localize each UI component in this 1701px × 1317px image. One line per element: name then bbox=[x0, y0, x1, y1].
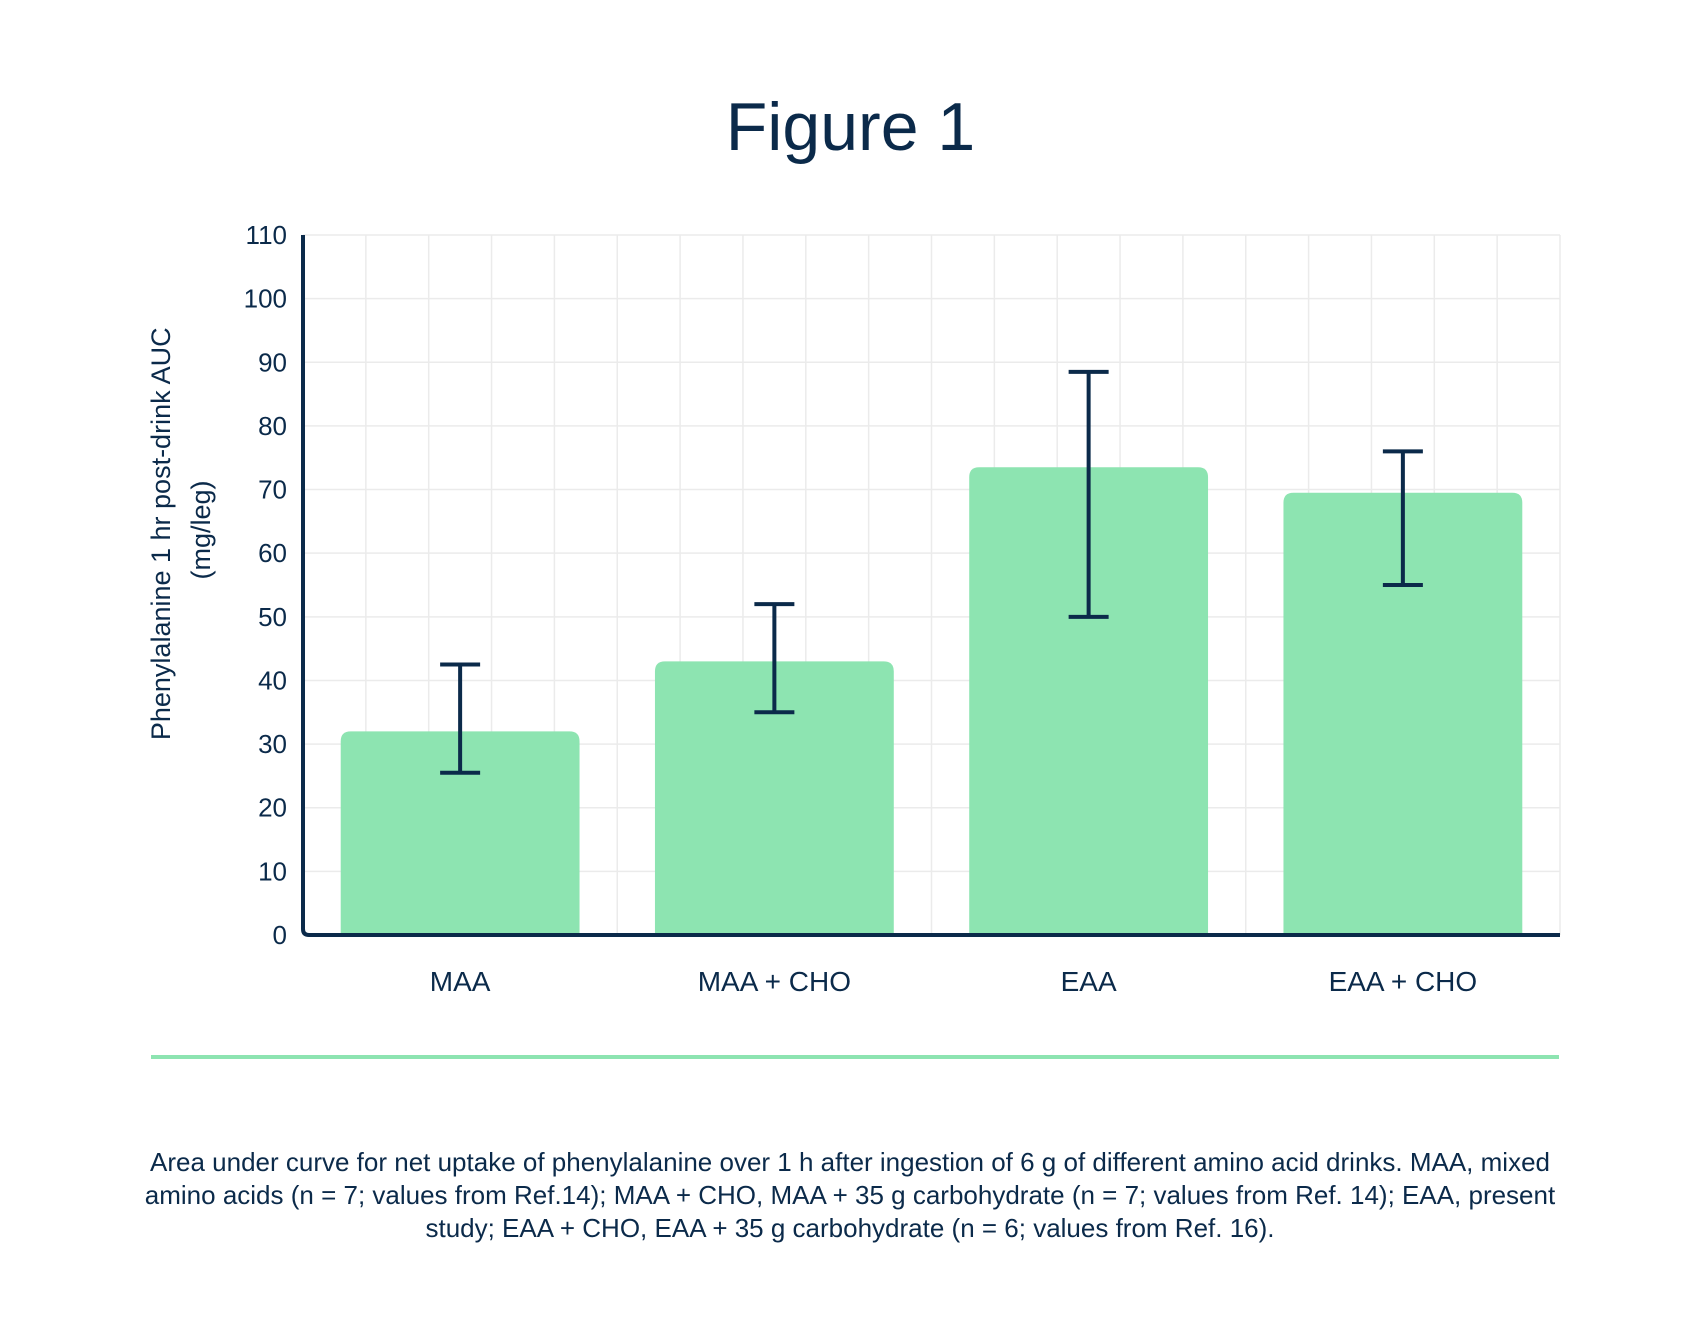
y-axis-label: Phenylalanine 1 hr post-drink AUC (mg/le… bbox=[146, 320, 216, 740]
chart-title: Figure 1 bbox=[725, 89, 976, 165]
bar-chart: MAA MAA + CHO EAA EAA + CHO 0 10 20 30 40 50 60 70 8… bbox=[146, 220, 1561, 997]
x-tick-label: EAA bbox=[1061, 966, 1117, 997]
axis-lines bbox=[301, 235, 1560, 937]
error-bar bbox=[440, 662, 481, 775]
error-bar bbox=[1068, 369, 1109, 619]
y-tick-label: 30 bbox=[258, 729, 287, 759]
x-tick-label: EAA + CHO bbox=[1329, 966, 1478, 997]
bar bbox=[969, 467, 1209, 935]
y-tick-label: 20 bbox=[258, 793, 287, 823]
y-tick-label: 90 bbox=[258, 347, 287, 377]
bars bbox=[340, 467, 1523, 935]
error-bar bbox=[754, 602, 795, 715]
divider-line bbox=[151, 1055, 1559, 1059]
bar bbox=[1283, 492, 1523, 935]
y-axis-label-line1: Phenylalanine 1 hr post-drink AUC bbox=[146, 327, 176, 740]
x-tick-label: MAA bbox=[430, 966, 491, 997]
y-tick-label: 80 bbox=[258, 411, 287, 441]
y-tick-label: 100 bbox=[244, 284, 287, 314]
bar bbox=[340, 731, 580, 935]
bar bbox=[654, 661, 894, 935]
y-axis-label-line2: (mg/leg) bbox=[186, 480, 216, 579]
figure-caption: Area under curve for net uptake of pheny… bbox=[144, 1147, 1556, 1243]
y-tick-label: 40 bbox=[258, 665, 287, 695]
y-tick-label: 60 bbox=[258, 538, 287, 568]
tick-labels: MAA MAA + CHO EAA EAA + CHO 0 10 20 30 40 50 60 70 8… bbox=[244, 220, 1478, 997]
x-tick-label: MAA + CHO bbox=[698, 966, 851, 997]
error-bars bbox=[440, 369, 1423, 775]
y-tick-label: 10 bbox=[258, 856, 287, 886]
axes bbox=[301, 235, 1560, 937]
y-tick-label: 110 bbox=[246, 220, 287, 250]
y-tick-label: 50 bbox=[258, 602, 287, 632]
y-tick-label: 70 bbox=[258, 475, 287, 505]
y-tick-label: 0 bbox=[273, 920, 287, 950]
error-bar bbox=[1382, 449, 1423, 587]
